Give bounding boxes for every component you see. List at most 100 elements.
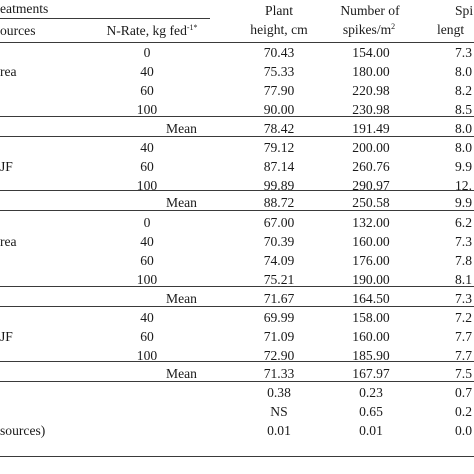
rule-below-mean-2 bbox=[0, 210, 474, 211]
source-label: rea bbox=[0, 64, 17, 79]
treatments-underline bbox=[0, 18, 210, 19]
rule-below-mean-3 bbox=[0, 306, 474, 307]
rule-above-mean-1 bbox=[0, 116, 474, 117]
header-plant-height-line1: Plant bbox=[265, 3, 293, 18]
plant-height-cell: 72.90 bbox=[263, 348, 295, 363]
spikes-cell: 191.49 bbox=[352, 121, 390, 136]
source-label: sources) bbox=[0, 423, 46, 438]
plant-height-cell: 70.43 bbox=[263, 45, 295, 60]
spike-length-cell: 8.0 bbox=[455, 121, 472, 136]
header-treatments: eatments bbox=[0, 1, 49, 16]
spike-length-cell: 12. bbox=[455, 178, 472, 193]
spike-length-cell: 0.2 bbox=[455, 404, 472, 419]
plant-height-cell: 99.89 bbox=[263, 178, 295, 193]
mean-label: Mean bbox=[166, 121, 197, 136]
plant-height-cell: NS bbox=[270, 404, 288, 419]
spike-length-cell: 8.0 bbox=[455, 64, 472, 79]
spike-length-cell: 9.9 bbox=[455, 159, 472, 174]
spikes-cell: 132.00 bbox=[352, 215, 390, 230]
spikes-cell: 290.97 bbox=[352, 178, 390, 193]
n-rate-cell: 60 bbox=[140, 329, 154, 344]
plant-height-cell: 78.42 bbox=[263, 121, 295, 136]
spikes-cell: 0.23 bbox=[359, 385, 383, 400]
spike-length-cell: 6.2 bbox=[455, 215, 472, 230]
plant-height-cell: 71.09 bbox=[263, 329, 295, 344]
plant-height-cell: 71.67 bbox=[263, 291, 295, 306]
plant-height-cell: 90.00 bbox=[263, 102, 295, 117]
header-plant-height-line2: height, cm bbox=[250, 22, 308, 37]
plant-height-cell: 75.21 bbox=[263, 272, 295, 287]
header-spikes-text: spikes/m bbox=[342, 22, 392, 37]
n-rate-cell: 0 bbox=[143, 215, 151, 230]
source-label: rea bbox=[0, 234, 17, 249]
spike-length-cell: 8.2 bbox=[455, 83, 472, 98]
header-n-rate-unit-sup: -1* bbox=[186, 23, 198, 32]
n-rate-cell: 40 bbox=[140, 64, 154, 79]
header-spikes-sup: 2 bbox=[391, 22, 396, 31]
n-rate-cell: 40 bbox=[140, 310, 154, 325]
rule-above-mean-2 bbox=[0, 190, 474, 191]
header-spikes-line2: spikes/m2 bbox=[343, 22, 395, 37]
spike-length-cell: 7.5 bbox=[455, 366, 472, 381]
plant-height-cell: 70.39 bbox=[263, 234, 295, 249]
n-rate-cell: 60 bbox=[140, 253, 154, 268]
spikes-cell: 176.00 bbox=[352, 253, 390, 268]
n-rate-cell: 100 bbox=[136, 102, 158, 117]
spikes-cell: 160.00 bbox=[352, 234, 390, 249]
spike-length-cell: 8.1 bbox=[455, 272, 472, 287]
n-rate-cell: 0 bbox=[143, 45, 151, 60]
spike-length-cell: 7.3 bbox=[455, 234, 472, 249]
spike-length-cell: 7.3 bbox=[455, 45, 472, 60]
plant-height-cell: 74.09 bbox=[263, 253, 295, 268]
spikes-cell: 158.00 bbox=[352, 310, 390, 325]
spike-length-cell: 7.7 bbox=[455, 348, 472, 363]
spike-length-cell: 7.2 bbox=[455, 310, 472, 325]
spikes-cell: 164.50 bbox=[352, 291, 390, 306]
spike-length-cell: 7.8 bbox=[455, 253, 472, 268]
rule-below-mean-1 bbox=[0, 136, 474, 137]
header-spike-length-line1: Spi bbox=[455, 3, 474, 18]
n-rate-cell: 40 bbox=[140, 140, 154, 155]
header-sources: ources bbox=[0, 23, 36, 38]
source-label: JF bbox=[0, 329, 13, 344]
spike-length-cell: 7.7 bbox=[455, 329, 472, 344]
spike-length-cell: 0.0 bbox=[455, 423, 472, 438]
spike-length-cell: 8.5 bbox=[455, 102, 472, 117]
spikes-cell: 154.00 bbox=[352, 45, 390, 60]
plant-height-cell: 69.99 bbox=[263, 310, 295, 325]
mean-label: Mean bbox=[166, 195, 197, 210]
plant-height-cell: 79.12 bbox=[263, 140, 295, 155]
spikes-cell: 230.98 bbox=[352, 102, 390, 117]
spikes-cell: 160.00 bbox=[352, 329, 390, 344]
header-n-rate-text: N-Rate, kg fed bbox=[106, 23, 187, 38]
plant-height-cell: 0.01 bbox=[267, 423, 291, 438]
spike-length-cell: 0.7 bbox=[455, 385, 472, 400]
n-rate-cell: 60 bbox=[140, 83, 154, 98]
n-rate-cell: 100 bbox=[136, 272, 158, 287]
header-spike-length-line2: lengt bbox=[437, 22, 465, 37]
table-bottom-rule bbox=[0, 456, 474, 457]
plant-height-cell: 67.00 bbox=[263, 215, 295, 230]
source-label: JF bbox=[0, 159, 13, 174]
header-bottom-rule bbox=[0, 42, 474, 43]
spikes-cell: 185.90 bbox=[352, 348, 390, 363]
spikes-cell: 250.58 bbox=[352, 195, 390, 210]
n-rate-cell: 100 bbox=[136, 178, 158, 193]
n-rate-cell: 40 bbox=[140, 234, 154, 249]
rule-below-mean-4 bbox=[0, 381, 474, 382]
plant-height-cell: 87.14 bbox=[263, 159, 295, 174]
spikes-cell: 220.98 bbox=[352, 83, 390, 98]
spikes-cell: 260.76 bbox=[352, 159, 390, 174]
rule-above-mean-3 bbox=[0, 286, 474, 287]
spike-length-cell: 9.9 bbox=[455, 195, 472, 210]
plant-height-cell: 88.72 bbox=[263, 195, 295, 210]
rule-above-mean-4 bbox=[0, 361, 474, 362]
spikes-cell: 180.00 bbox=[352, 64, 390, 79]
spikes-cell: 0.01 bbox=[359, 423, 383, 438]
plant-height-cell: 71.33 bbox=[263, 366, 295, 381]
spike-length-cell: 8.0 bbox=[455, 140, 472, 155]
spike-length-cell: 7.3 bbox=[455, 291, 472, 306]
spikes-cell: 0.65 bbox=[359, 404, 383, 419]
plant-height-cell: 75.33 bbox=[263, 64, 295, 79]
n-rate-cell: 60 bbox=[140, 159, 154, 174]
